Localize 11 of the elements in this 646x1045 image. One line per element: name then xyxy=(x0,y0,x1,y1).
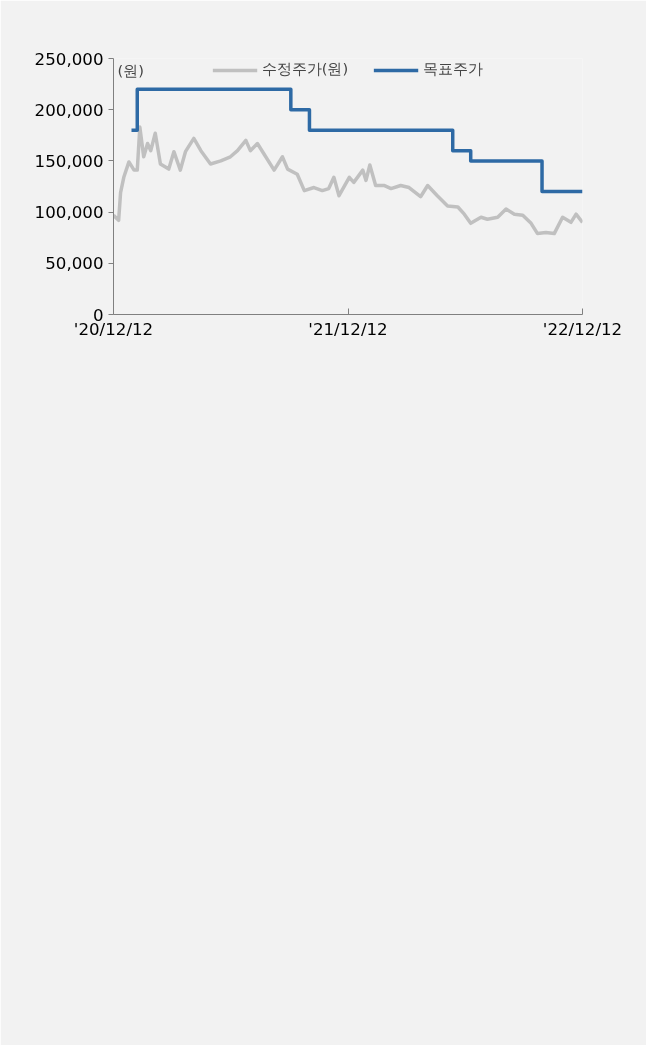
y-tick-label: 250,000 xyxy=(34,49,104,69)
y-tick-label: 200,000 xyxy=(34,100,104,120)
y-tick-label: 100,000 xyxy=(34,203,104,223)
x-tick-label: '22/12/12 xyxy=(542,319,623,339)
x-tick-label: '21/12/12 xyxy=(308,319,388,339)
y-tick-label: 150,000 xyxy=(34,151,104,171)
y-tick-label: 50,000 xyxy=(45,254,104,274)
legend-label: 수정주가(원) xyxy=(261,60,349,79)
legend-label: 목표주가 xyxy=(423,60,484,79)
line-series xyxy=(113,125,583,236)
annotation: (원) xyxy=(117,61,144,79)
